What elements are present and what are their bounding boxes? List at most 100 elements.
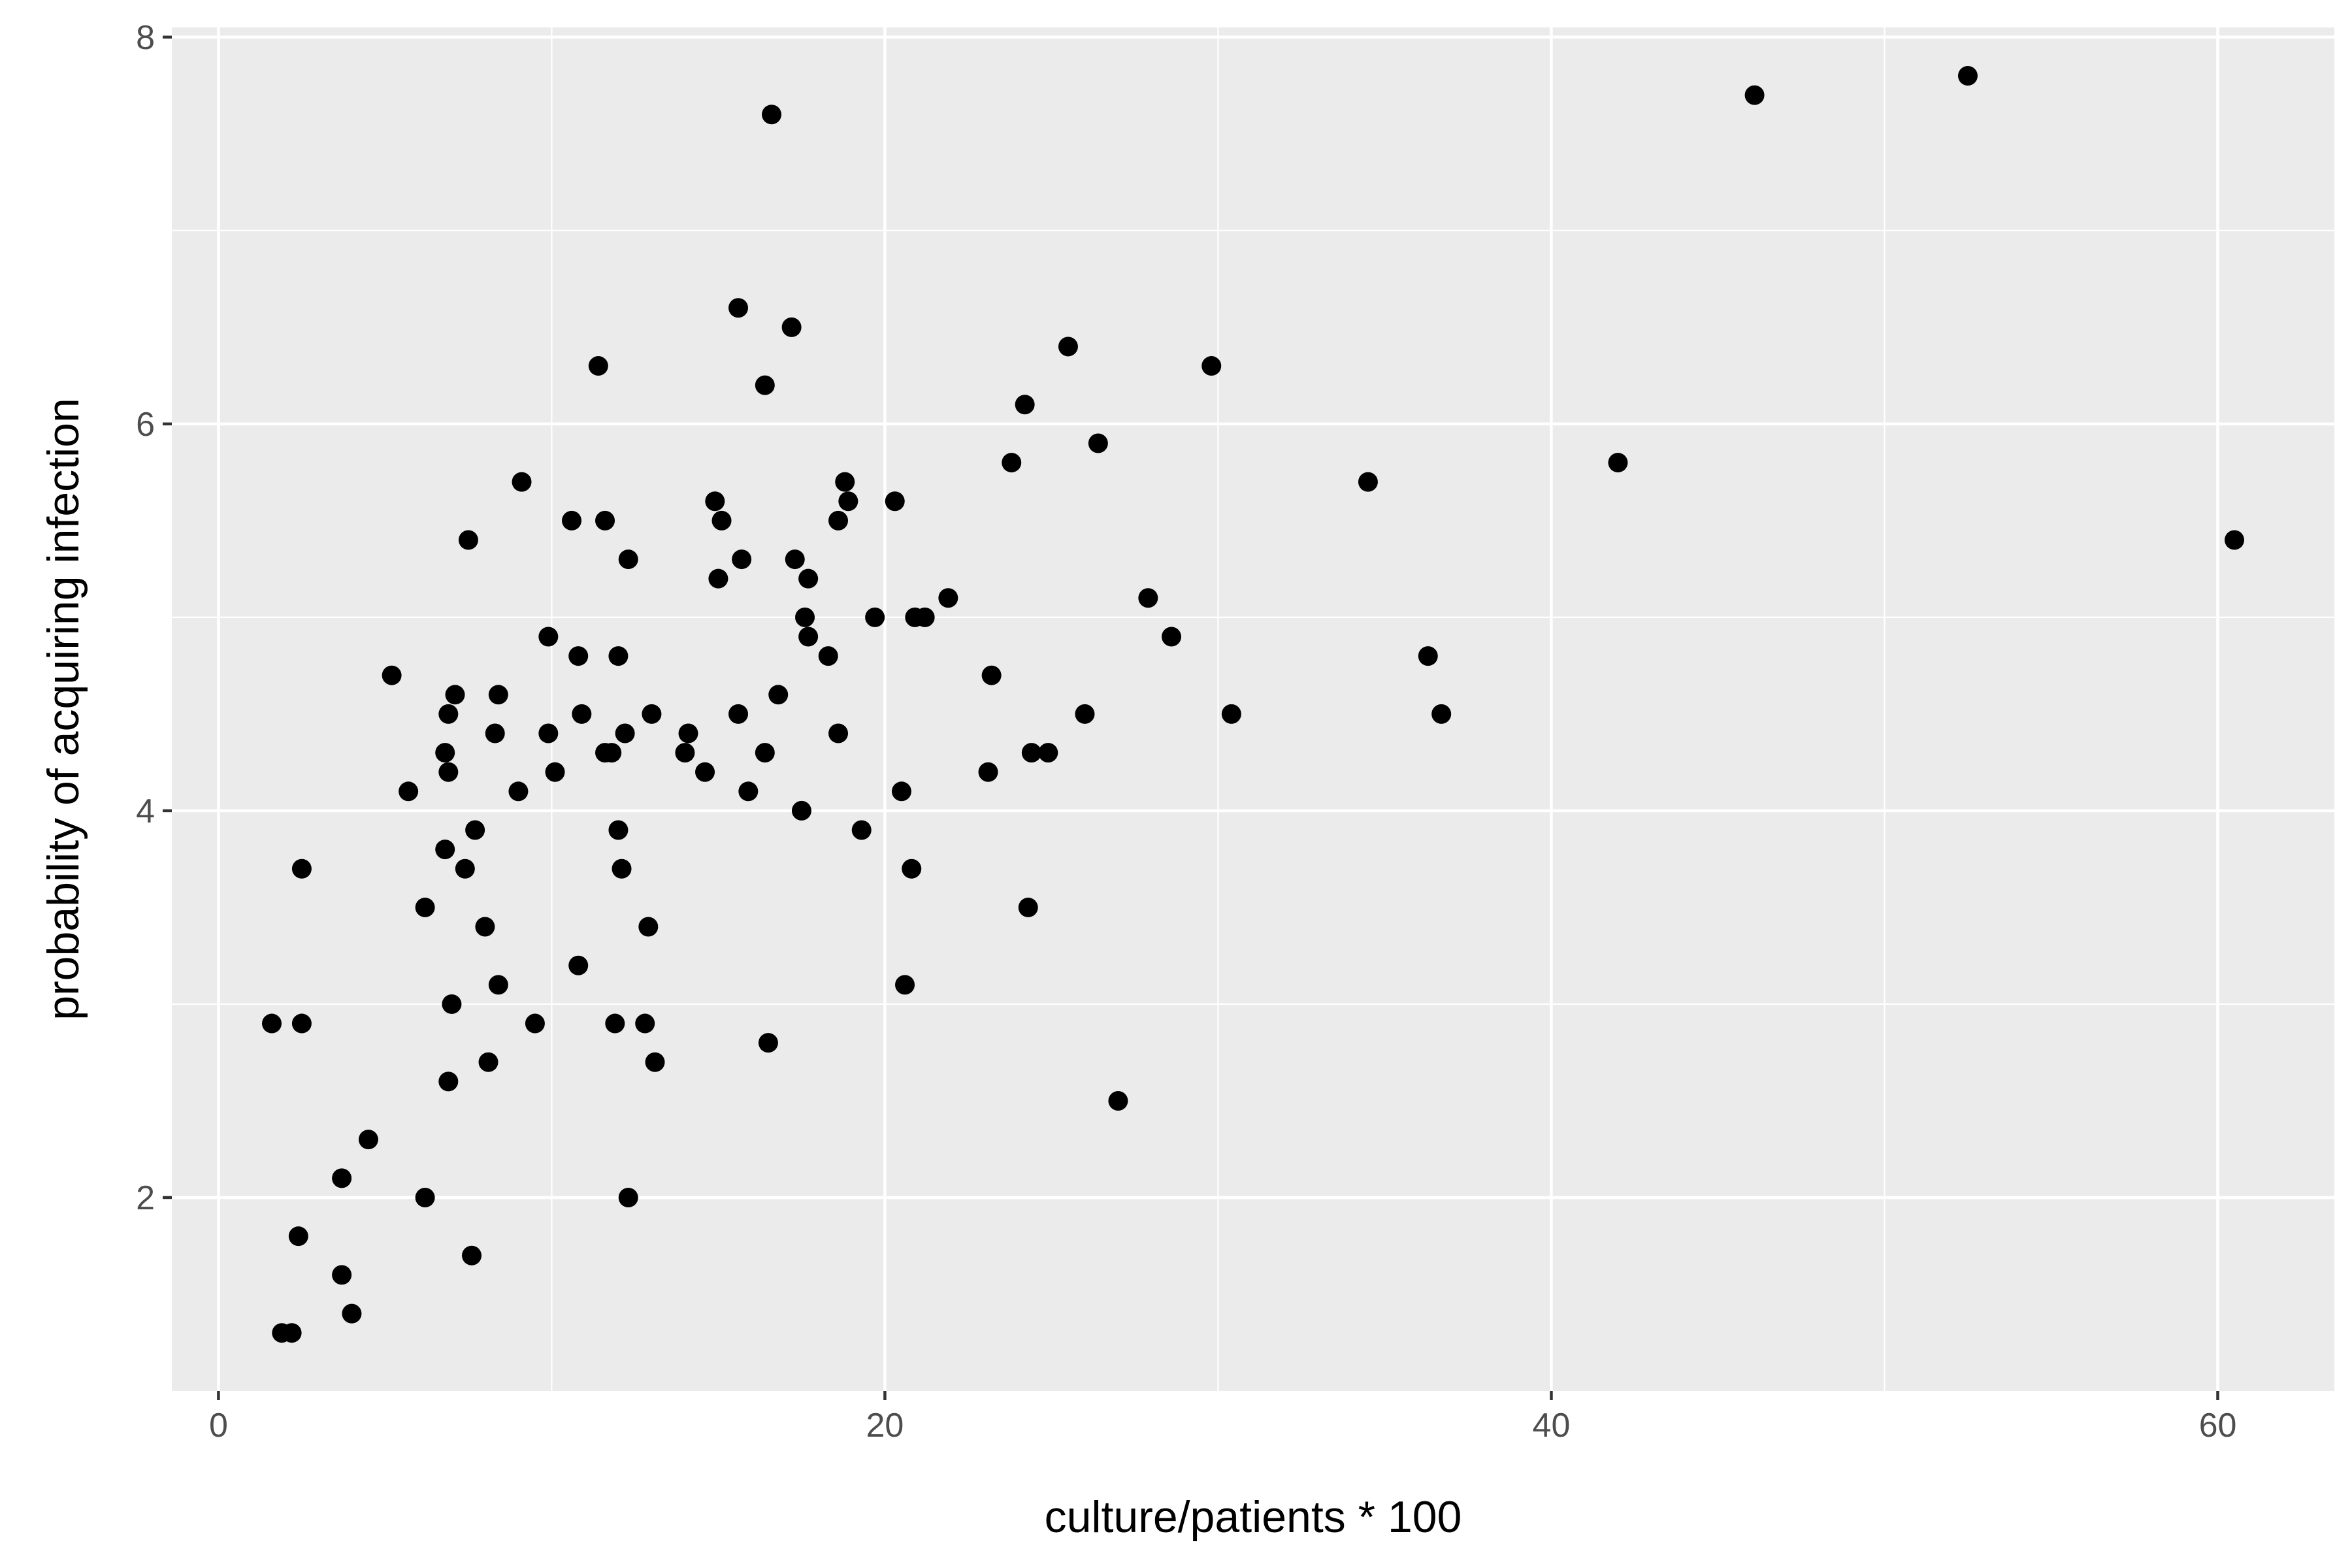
scatter-point (891, 781, 911, 802)
scatter-point (525, 1013, 545, 1034)
scatter-point (781, 317, 802, 337)
x-axis-ticks: 0 20 40 60 (209, 1391, 2236, 1445)
scatter-point (1201, 356, 1222, 376)
scatter-point (642, 704, 662, 724)
scatter-point (732, 549, 752, 570)
scatter-point (282, 1323, 302, 1343)
scatter-point (291, 1013, 312, 1034)
scatter-point (332, 1168, 352, 1188)
scatter-point (442, 994, 462, 1014)
scatter-point (1058, 336, 1078, 357)
scatter-point (1162, 627, 1182, 647)
scatter-point (588, 356, 608, 376)
scatter-point (602, 743, 622, 763)
scatter-point (399, 781, 419, 802)
scatter-point (458, 530, 478, 550)
scatter-point (635, 1013, 655, 1034)
scatter-point (851, 820, 872, 840)
scatter-point (768, 685, 789, 705)
y-tick-label: 8 (136, 19, 155, 57)
scatter-point (645, 1052, 665, 1072)
scatter-point (711, 510, 732, 531)
scatter-point (568, 955, 589, 975)
scatter-point (678, 723, 698, 743)
y-tick-label: 4 (136, 792, 155, 830)
scatter-point (1957, 66, 1978, 86)
scatter-point (478, 1052, 498, 1072)
scatter-point (608, 820, 629, 840)
scatter-point (608, 646, 629, 666)
y-tick-label: 6 (136, 406, 155, 444)
scatter-point (902, 858, 922, 879)
scatter-point (545, 762, 565, 782)
scatter-point (615, 723, 635, 743)
scatter-point (638, 917, 659, 937)
scatter-point (1038, 743, 1058, 763)
scatter-point (675, 743, 695, 763)
scatter-point (755, 743, 775, 763)
y-axis-ticks: 2 4 6 8 (136, 19, 172, 1217)
scatter-point (435, 743, 455, 763)
scatter-point (791, 800, 811, 821)
scatter-point (438, 1071, 459, 1092)
x-tick-label: 20 (866, 1407, 904, 1445)
scatter-point (538, 627, 559, 647)
scatter-point (342, 1303, 362, 1324)
scatter-point (885, 491, 905, 512)
scatter-point (1138, 588, 1158, 608)
scatter-point (798, 568, 819, 589)
scatter-point (415, 1187, 435, 1207)
scatter-point (475, 917, 495, 937)
scatter-point (865, 607, 885, 627)
scatter-point (728, 704, 749, 724)
scatter-point (572, 704, 592, 724)
scatter-point (838, 491, 858, 512)
scatter-point (695, 762, 715, 782)
scatter-point (435, 840, 455, 860)
scatter-point (465, 820, 485, 840)
scatter-point (2224, 530, 2244, 550)
scatter-point (568, 646, 589, 666)
scatter-point (1002, 453, 1022, 473)
scatter-point (1018, 897, 1038, 917)
scatter-point (562, 510, 582, 531)
scatter-point (938, 588, 958, 608)
x-tick-label: 40 (1533, 1407, 1571, 1445)
scatter-point (1744, 85, 1765, 105)
scatter-point (612, 858, 632, 879)
scatter-point (818, 646, 838, 666)
scatter-point (538, 723, 559, 743)
scatter-point (488, 685, 508, 705)
scatter-point (291, 858, 312, 879)
scatter-point (708, 568, 728, 589)
scatter-point (738, 781, 759, 802)
scatter-point (828, 510, 849, 531)
scatter-point (835, 472, 855, 492)
scatter-point (798, 627, 819, 647)
scatter-point (358, 1130, 378, 1150)
x-axis-title: culture/patients * 100 (1045, 1492, 1462, 1542)
scatter-point (332, 1265, 352, 1285)
scatter-point (705, 491, 725, 512)
scatter-point (415, 897, 435, 917)
scatter-point (1088, 433, 1108, 453)
plot-panel (172, 27, 2334, 1391)
x-tick-label: 0 (209, 1407, 228, 1445)
scatter-point (762, 105, 782, 125)
scatter-point (485, 723, 505, 743)
scatter-point (795, 607, 815, 627)
scatter-point (1221, 704, 1241, 724)
scatter-point (1075, 704, 1095, 724)
scatter-point (455, 858, 475, 879)
scatter-point (1108, 1090, 1128, 1111)
y-axis-title: probability of acquiring infection (39, 398, 88, 1021)
scatter-point (981, 665, 1002, 685)
scatter-point (758, 1033, 778, 1053)
major-gridlines (172, 27, 2334, 1391)
scatter-point (1021, 743, 1041, 763)
scatter-point (1608, 453, 1628, 473)
scatter-point (978, 762, 998, 782)
scatter-point (828, 723, 849, 743)
scatter-point (618, 549, 638, 570)
